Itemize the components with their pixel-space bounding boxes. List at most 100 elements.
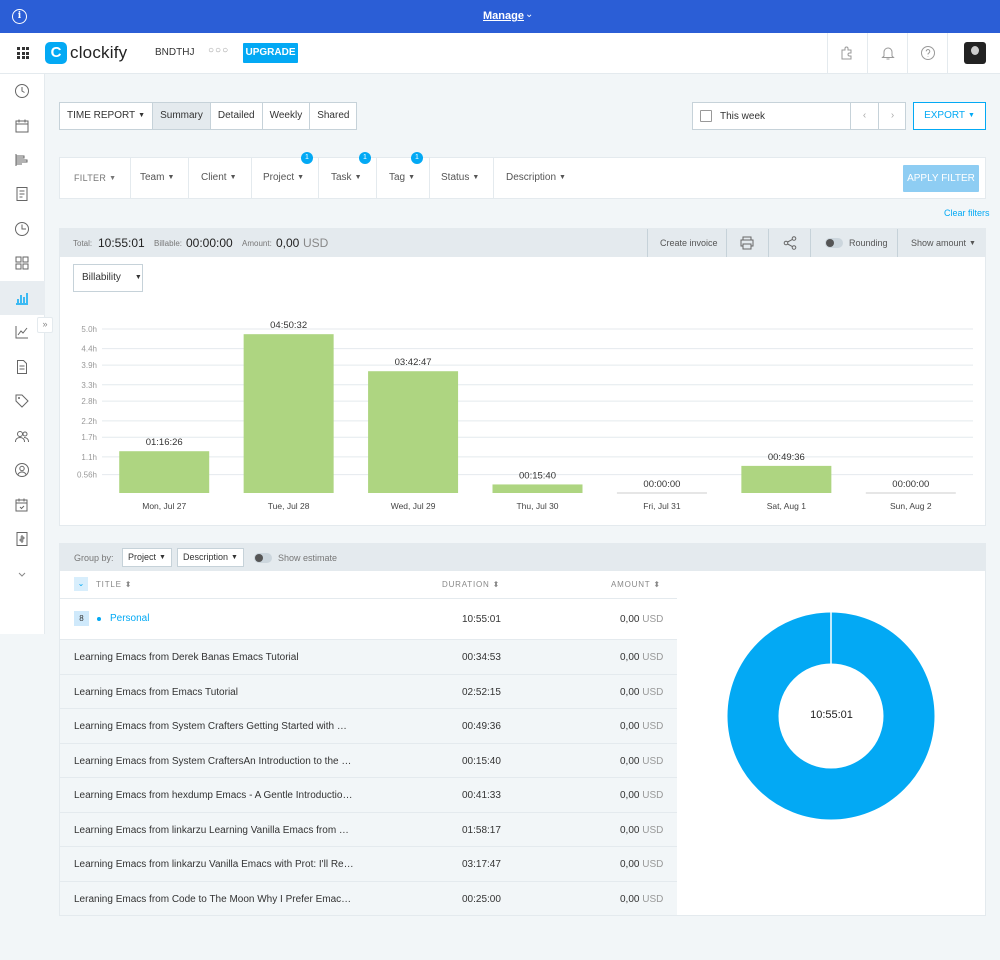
tab-label: TIME REPORT (67, 110, 136, 121)
show-estimate-label: Show estimate (278, 553, 338, 563)
filter-count-badge: 1 (301, 152, 313, 164)
group-by-select-1[interactable]: Project ▼ (122, 548, 172, 567)
tab-shared[interactable]: Shared (317, 110, 350, 121)
manage-link[interactable]: Manage (483, 10, 524, 22)
expand-sidebar-icon[interactable]: » (37, 317, 53, 333)
tab-detailed[interactable]: Detailed (211, 103, 263, 129)
info-icon[interactable]: i (12, 9, 27, 24)
filter-client[interactable]: Client ▼ (187, 158, 252, 198)
sidebar-item-expenses[interactable] (0, 177, 45, 211)
row-amount: 0,00 USD (620, 755, 664, 767)
apps-grid-icon[interactable] (17, 47, 29, 59)
filter-status[interactable]: Status ▼ (427, 158, 495, 198)
table-row[interactable]: Learning Emacs from linkarzu Vanilla Ema… (60, 847, 677, 882)
sidebar-item-calendar[interactable] (0, 109, 45, 143)
previous-period-button[interactable]: ‹ (850, 103, 878, 129)
print-icon[interactable] (739, 236, 755, 250)
x-tick-label: Wed, Jul 29 (391, 501, 436, 511)
apply-filter-button[interactable]: APPLY FILTER (903, 165, 979, 192)
time-off-icon (15, 222, 29, 236)
filter-project[interactable]: Project ▼ 1 (249, 152, 320, 198)
sidebar-item-activity[interactable] (0, 315, 45, 349)
group-duration: 10:55:01 (462, 614, 501, 625)
bar-data-label: 00:15:40 (519, 470, 556, 481)
clock-icon (15, 84, 29, 98)
tab-time-report[interactable]: TIME REPORT ▼ (60, 103, 154, 129)
rounding-toggle[interactable] (825, 238, 843, 248)
sidebar-item-invoices[interactable] (0, 522, 45, 556)
row-amount: 0,00 USD (620, 686, 664, 698)
sidebar-item-reports[interactable] (0, 281, 45, 315)
export-button[interactable]: EXPORT ▼ (913, 102, 986, 130)
bell-icon[interactable] (880, 45, 896, 61)
group-row-personal[interactable]: 8 Personal 10:55:01 0,00 USD (60, 599, 677, 640)
summary-card: Group by: Project ▼ Description ▼ Show est… (59, 543, 986, 916)
table-row[interactable]: Learning Emacs from System CraftersAn In… (60, 743, 677, 778)
tab-weekly[interactable]: Weekly (263, 103, 311, 129)
logo-text[interactable]: clockify (70, 43, 128, 62)
bar-data-label: 00:49:36 (768, 452, 805, 463)
workspace-name[interactable]: BNDTHJ (155, 47, 195, 58)
filter-tag[interactable]: Tag ▼ 1 (375, 152, 431, 198)
workspace-more-icon[interactable]: ○○○ (208, 45, 230, 56)
chart-card: Total: 10:55:01 Billable: 00:00:00 Amoun… (59, 228, 986, 526)
tab-summary[interactable]: Summary (153, 103, 211, 129)
upgrade-button[interactable]: UPGRADE (243, 43, 298, 63)
filter-description[interactable]: Description ▼ (492, 158, 580, 198)
show-amount-dropdown[interactable]: Show amount ▼ (911, 229, 976, 257)
export-label: EXPORT (924, 110, 965, 121)
bar-data-label: 01:16:26 (146, 437, 183, 448)
column-amount[interactable]: AMOUNT ⬍ (611, 580, 661, 589)
table-row[interactable]: Learning Emacs from Derek Banas Emacs Tu… (60, 640, 677, 675)
divider (726, 229, 727, 257)
table-row[interactable]: Learning Emacs from linkarzu Learning Va… (60, 812, 677, 847)
sidebar-item-time-tracker[interactable] (0, 74, 45, 108)
filter-task[interactable]: Task ▼ 1 (317, 152, 377, 198)
sidebar-item-tags[interactable] (0, 384, 45, 418)
sidebar-item-approvals[interactable] (0, 488, 45, 522)
billability-dropdown[interactable]: Billability ▼ (73, 264, 143, 292)
show-estimate-toggle[interactable] (254, 553, 272, 563)
clear-filters-link[interactable]: Clear filters (944, 208, 990, 218)
create-invoice-button[interactable]: Create invoice (660, 238, 718, 248)
caret-down-icon: ▼ (968, 112, 975, 119)
bar-data-label: 00:00:00 (643, 479, 680, 490)
y-tick-label: 4.4h (81, 345, 97, 354)
caret-down-icon: ▼ (109, 175, 117, 182)
table-row[interactable]: Leraning Emacs from Code to The Moon Why… (60, 881, 677, 916)
chevron-down-icon (18, 572, 26, 577)
project-name[interactable]: Personal (110, 613, 150, 624)
help-icon[interactable] (920, 45, 936, 61)
next-period-button[interactable]: › (878, 103, 906, 129)
date-range-picker[interactable]: This week ‹ › (692, 102, 906, 130)
expand-all-chevron-icon[interactable]: ⌄ (74, 577, 88, 591)
table-row[interactable]: Learning Emacs from Emacs Tutorial 02:52:… (60, 674, 677, 709)
header-divider (907, 33, 908, 74)
share-icon[interactable] (782, 236, 798, 250)
table-row[interactable]: Learning Emacs from hexdump Emacs - A Ge… (60, 778, 677, 813)
caret-down-icon: ▼ (297, 174, 305, 181)
chevron-down-icon[interactable]: ⌄ (525, 9, 534, 20)
row-amount: 0,00 USD (620, 824, 664, 836)
sidebar-item-projects[interactable] (0, 350, 45, 384)
column-title[interactable]: TITLE ⬍ (96, 580, 133, 589)
divider (810, 229, 811, 257)
totals-bar: Total: 10:55:01 Billable: 00:00:00 Amoun… (60, 229, 985, 257)
sidebar-item-clients[interactable] (0, 453, 45, 487)
row-duration: 00:41:33 (462, 790, 501, 801)
sidebar-item-time-off[interactable] (0, 212, 45, 246)
group-by-select-2[interactable]: Description ▼ (177, 548, 244, 567)
table-row[interactable]: Learning Emacs from System Crafters Gett… (60, 709, 677, 744)
sidebar-item-timesheet[interactable] (0, 143, 45, 177)
filter-team[interactable]: Team ▼ (126, 158, 190, 198)
column-duration[interactable]: DURATION ⬍ (442, 580, 501, 589)
sidebar-item-dashboard[interactable] (0, 246, 45, 280)
puzzle-icon[interactable] (839, 45, 855, 61)
sidebar-item-more[interactable] (0, 557, 45, 591)
clockify-logo-icon[interactable]: C (45, 42, 67, 64)
caret-down-icon: ▼ (138, 112, 146, 119)
bar-data-label: 04:50:32 (270, 320, 307, 331)
sidebar-item-team[interactable] (0, 419, 45, 453)
filter-label: FILTER ▼ (60, 158, 132, 198)
user-avatar[interactable] (964, 42, 986, 64)
